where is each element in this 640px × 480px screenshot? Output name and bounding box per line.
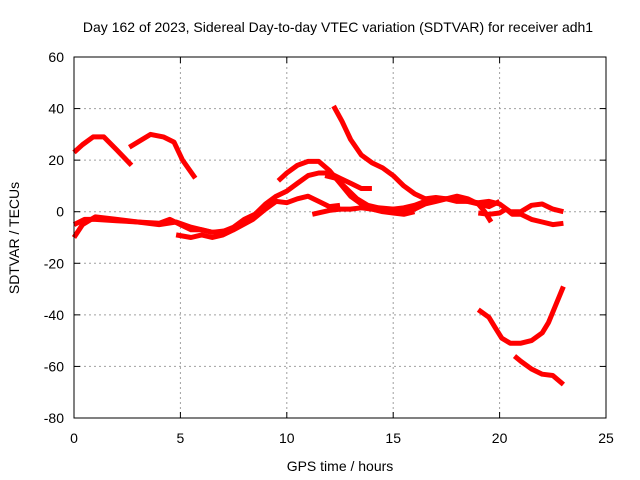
x-tick-label: 15 xyxy=(385,430,401,446)
y-tick-label: -20 xyxy=(44,255,64,271)
axis-ticks xyxy=(73,56,607,419)
grid-lines xyxy=(74,57,606,418)
series-line-s9 xyxy=(311,196,564,217)
x-tick-label: 10 xyxy=(279,430,295,446)
y-tick-label: -60 xyxy=(44,358,64,374)
series-line-s2 xyxy=(127,131,198,180)
plot-frame xyxy=(73,56,607,419)
series-line-s7 xyxy=(331,104,501,210)
x-tick-label: 5 xyxy=(177,430,185,446)
series-line-s4 xyxy=(72,170,372,235)
y-tick-label: 0 xyxy=(56,204,64,220)
series-line-s10 xyxy=(477,206,564,228)
x-tick-labels: 0 5 10 15 20 25 xyxy=(70,430,614,446)
series-line-s1 xyxy=(72,134,134,168)
x-tick-label: 20 xyxy=(492,430,508,446)
y-axis-label: SDTVAR / TECUs xyxy=(6,182,22,294)
x-tick-label: 25 xyxy=(598,430,614,446)
y-tick-label: -40 xyxy=(44,307,64,323)
chart-title: Day 162 of 2023, Sidereal Day-to-day VTE… xyxy=(83,19,593,35)
y-tick-labels: -80 -60 -40 -20 0 20 40 60 xyxy=(44,49,64,426)
x-axis-label: GPS time / hours xyxy=(287,458,394,474)
y-tick-label: 40 xyxy=(48,101,64,117)
y-tick-label: 60 xyxy=(48,49,64,65)
series-line-s11 xyxy=(476,285,566,346)
data-series xyxy=(71,104,566,387)
series-line-s12 xyxy=(512,354,566,387)
x-tick-label: 0 xyxy=(70,430,78,446)
y-tick-label: -80 xyxy=(44,410,64,426)
series-line-s5 xyxy=(175,227,235,240)
y-tick-label: 20 xyxy=(48,152,64,168)
